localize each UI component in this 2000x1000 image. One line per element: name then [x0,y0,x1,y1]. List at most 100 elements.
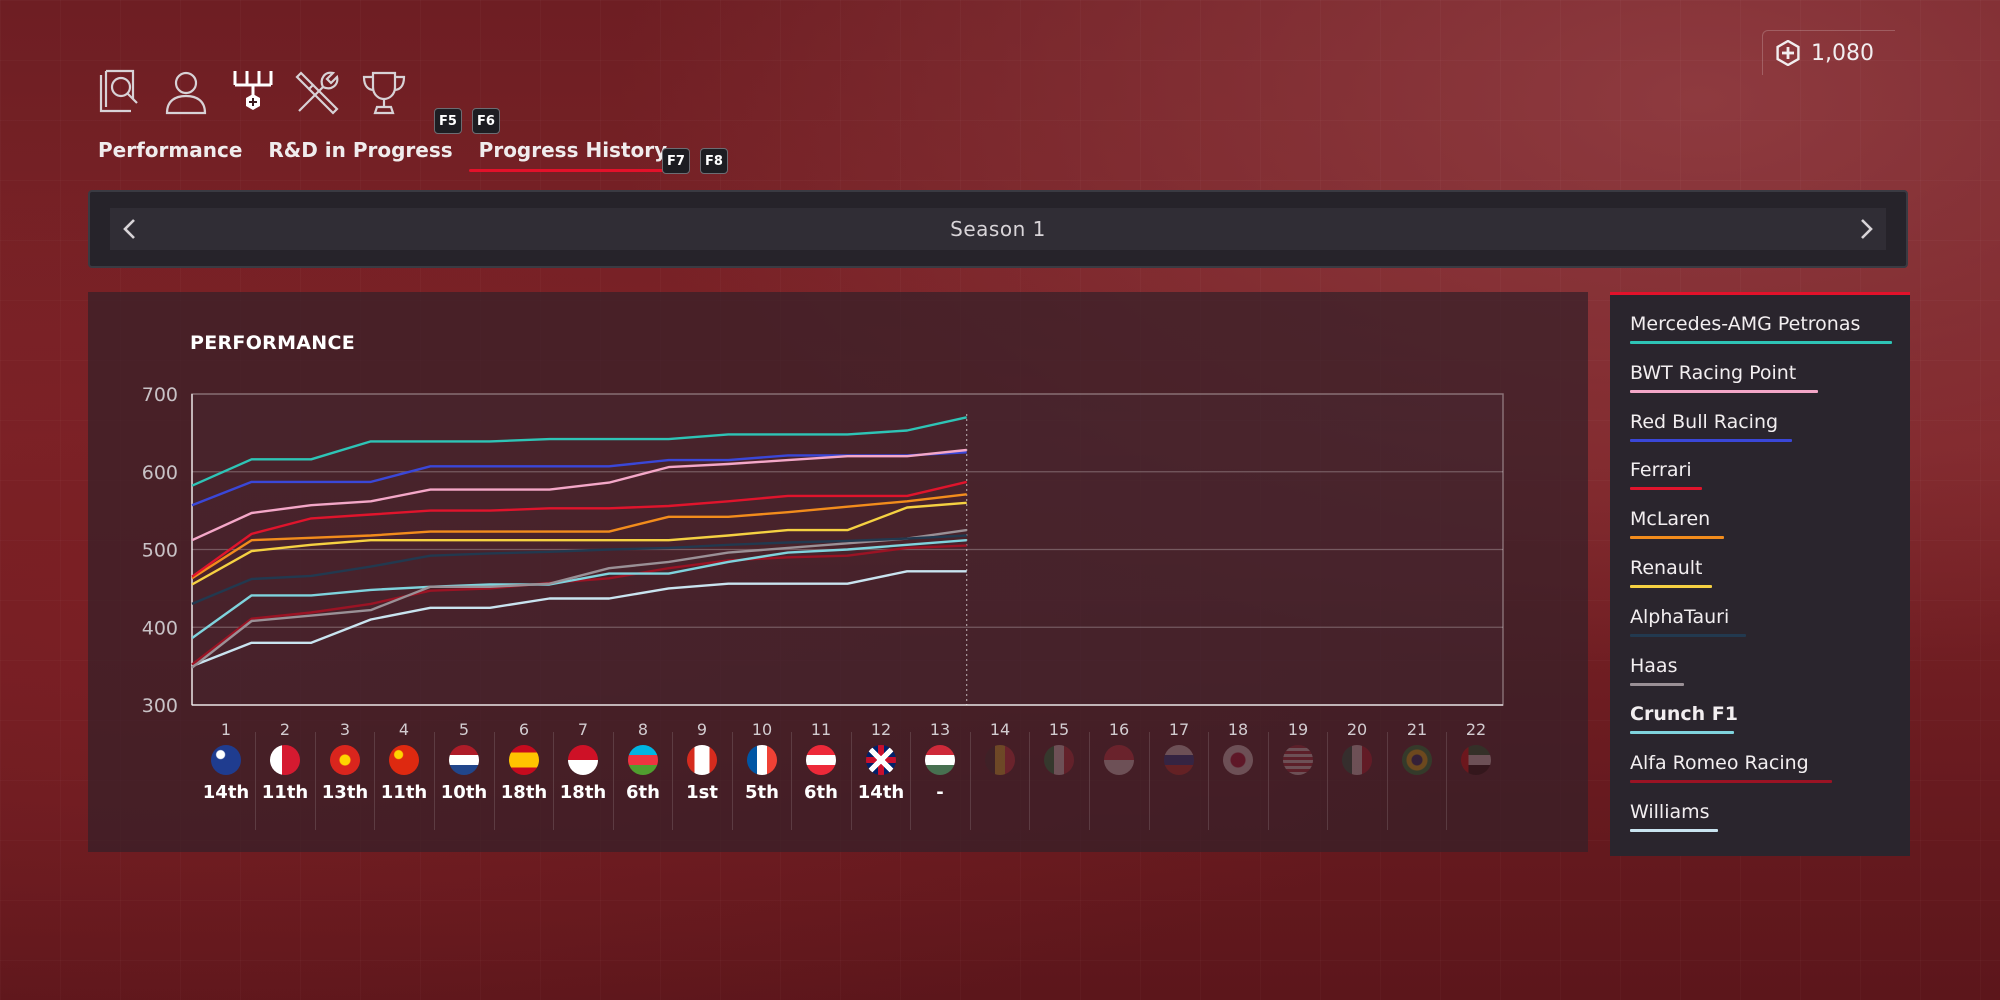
round-separator [1208,732,1209,830]
flag-spain-icon [509,745,539,775]
legend-item[interactable]: Red Bull Racing [1630,411,1792,442]
trophy-icon[interactable] [358,66,410,118]
legend-label: Crunch F1 [1630,703,1738,726]
legend-item[interactable]: McLaren [1630,508,1724,540]
round-number: 8 [637,720,649,739]
round-separator [910,732,911,830]
flag-vietnam-icon [330,745,360,775]
series-line-ferrari [191,480,967,578]
round-number: 11 [810,720,832,739]
round-placing: 11th [261,782,309,803]
series-line-bwt-racing-point [191,448,967,542]
flag-great-britain-icon [866,745,896,775]
flag-hungary-icon [925,745,955,775]
legend-color-swatch [1630,487,1702,491]
round-number: 19 [1287,720,1309,739]
round-number: 1 [220,720,232,739]
series-line-crunch-f1 [191,539,967,640]
flag-china-icon [389,745,419,775]
round-placing: 14th [857,782,905,803]
chevron-right-icon [1861,219,1873,239]
legend-item[interactable]: Haas [1630,655,1684,686]
legend-item[interactable]: Crunch F1 [1630,703,1738,735]
round-number: 7 [577,720,589,739]
magnifier-document-icon[interactable] [94,66,146,118]
round-placing: - [936,782,944,803]
round-separator [1089,732,1090,830]
round-placing: 1st [686,782,718,803]
y-tick-label: 700 [142,384,178,406]
chart-title: PERFORMANCE [190,332,356,354]
legend-item[interactable]: AlphaTauri [1630,606,1746,637]
round-separator [970,732,971,830]
currency-amount: 1,080 [1811,40,1874,66]
round-number: 16 [1108,720,1130,739]
previous-season-button[interactable] [110,208,150,250]
legend-item[interactable]: BWT Racing Point [1630,362,1818,393]
flag-australia-icon [211,745,241,775]
upgrade-tree-icon[interactable] [226,66,278,118]
flag-singapore-icon [1104,745,1134,775]
round-number: 5 [458,720,470,739]
tools-icon[interactable] [292,66,344,118]
round-number: 21 [1406,720,1428,739]
legend-color-swatch [1630,731,1734,735]
plus-hex-icon [1776,40,1800,66]
series-line-haas [191,528,967,669]
round-separator [374,732,375,830]
round-placing: 18th [500,782,548,803]
legend-label: AlphaTauri [1630,605,1730,628]
flag-belgium-icon [985,745,1015,775]
tab-progress-history[interactable]: Progress History [468,132,678,172]
tab-performance[interactable]: Performance [98,138,243,162]
legend-item[interactable]: Renault [1630,557,1712,588]
currency-display: 1,080 [1762,30,1895,75]
round-number: 18 [1227,720,1249,739]
flag-austria-icon [806,745,836,775]
legend-color-swatch [1630,389,1818,393]
person-icon[interactable] [160,66,212,118]
round-separator [1446,732,1447,830]
legend-item[interactable]: Ferrari [1630,459,1702,491]
round-placing: 5th [745,782,779,803]
round-placing: 11th [380,782,428,803]
y-tick-label: 500 [142,540,178,562]
flag-usa-icon [1283,745,1313,775]
flag-monaco-icon [568,745,598,775]
legend-label: Renault [1630,557,1703,579]
round-separator [791,732,792,830]
tab-rd-in-progress[interactable]: R&D in Progress [268,138,453,162]
legend-color-swatch [1630,536,1724,540]
flag-brazil-icon [1402,745,1432,775]
flag-abu-dhabi-icon [1461,745,1491,775]
legend-label: Haas [1630,654,1678,677]
series-line-alfa-romeo-racing [191,544,967,666]
round-number: 10 [751,720,773,739]
legend-item[interactable]: Alfa Romeo Racing [1630,752,1832,784]
legend-color-swatch [1630,780,1832,784]
team-legend: Mercedes-AMG Petronas BWT Racing Point Red… [1610,292,1910,856]
flag-azerbaijan-icon [628,745,658,775]
round-number: 2 [279,720,291,739]
legend-color-swatch [1630,633,1746,637]
next-season-button[interactable] [1846,208,1886,250]
season-label: Season 1 [950,217,1046,241]
round-number: 15 [1048,720,1070,739]
round-placing: 6th [804,782,838,803]
performance-line-chart: 300 400 500 600 700 [142,384,1504,717]
tab-bar: Performance R&D in Progress Progress His… [98,132,693,172]
legend-color-swatch [1630,341,1892,344]
legend-color-swatch [1630,829,1718,832]
round-number: 3 [339,720,351,739]
round-separator [1327,732,1328,830]
flag-bahrain-icon [270,745,300,775]
flag-canada-icon [687,745,717,775]
key-hint-f7: F7 [662,148,690,174]
round-placing: 6th [626,782,660,803]
legend-label: McLaren [1630,508,1711,531]
round-separator [732,732,733,830]
key-hint-f6: F6 [472,108,500,134]
legend-item[interactable]: Williams [1630,801,1718,832]
legend-item[interactable]: Mercedes-AMG Petronas [1630,313,1892,344]
round-number: 20 [1346,720,1368,739]
